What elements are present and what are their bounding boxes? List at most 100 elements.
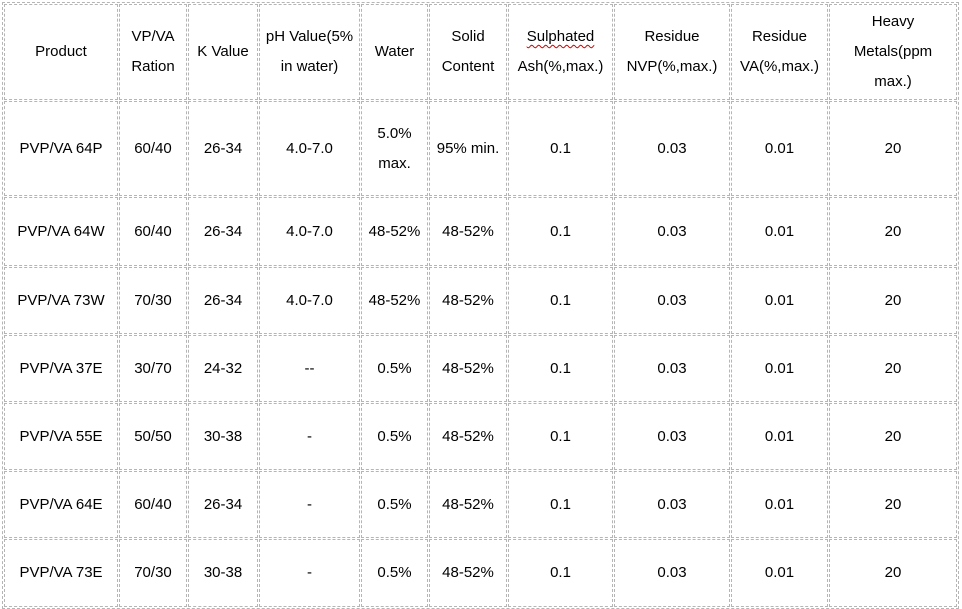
cell-vp-va-ration: 60/40 (119, 197, 187, 266)
cell-ph-value: - (259, 539, 360, 607)
cell-heavy-metals: 20 (829, 403, 957, 470)
cell-water: 0.5% (361, 335, 428, 402)
cell-ph-value: - (259, 403, 360, 470)
header-text: NVP(%,max.) (626, 58, 718, 75)
table-row: PVP/VA 73W 70/30 26-34 4.0-7.0 48-52% 48-52% 0… (4, 267, 957, 334)
cell-ph-value: 4.0-7.0 (259, 197, 360, 266)
cell-product: PVP/VA 64E (4, 471, 118, 538)
cell-vp-va-ration: 70/30 (119, 539, 187, 607)
header-text: Residue (644, 28, 700, 45)
cell-solid-content: 48-52% (429, 267, 507, 334)
cell-vp-va-ration: 60/40 (119, 101, 187, 196)
column-header-water: Water (361, 4, 428, 100)
header-text-spellcheck-wavy: Sulphated (526, 28, 595, 45)
column-header-product: Product (4, 4, 118, 100)
cell-heavy-metals: 20 (829, 197, 957, 266)
cell-k-value: 26-34 (188, 197, 258, 266)
cell-residue-nvp: 0.03 (614, 197, 730, 266)
header-text: Product (35, 43, 87, 60)
table-row: PVP/VA 55E 50/50 30-38-0.5% 48-52% 0.1 0.03 0.… (4, 403, 957, 470)
column-header-heavy-metals: Heavy Metals(ppm max.) (829, 4, 957, 100)
cell-k-value: 24-32 (188, 335, 258, 402)
header-text: in water) (280, 58, 339, 75)
header-text: Content (441, 58, 495, 75)
cell-k-value: 26-34 (188, 267, 258, 334)
cell-residue-nvp: 0.03 (614, 335, 730, 402)
table-row: PVP/VA 64W 60/40 26-34 4.0-7.0 48-52% 48-52% 0… (4, 197, 957, 266)
header-text: Residue (751, 28, 808, 45)
header-text: Ration (131, 58, 175, 75)
cell-solid-content: 48-52% (429, 197, 507, 266)
cell-solid-content: 95% min. (429, 101, 507, 196)
table-row: PVP/VA 73E 70/30 30-38-0.5% 48-52% 0.1 0.03 0.… (4, 539, 957, 607)
cell-ph-value: -- (259, 335, 360, 402)
cell-residue-nvp: 0.03 (614, 267, 730, 334)
cell-vp-va-ration: 70/30 (119, 267, 187, 334)
cell-residue-nvp: 0.03 (614, 539, 730, 607)
cell-solid-content: 48-52% (429, 471, 507, 538)
cell-water: 5.0% max. (361, 101, 428, 196)
table-row: PVP/VA 64E 60/40 26-34-0.5% 48-52% 0.1 0.03 0.… (4, 471, 957, 538)
cell-solid-content: 48-52% (429, 403, 507, 470)
cell-product: PVP/VA 37E (4, 335, 118, 402)
cell-heavy-metals: 20 (829, 539, 957, 607)
cell-vp-va-ration: 60/40 (119, 471, 187, 538)
cell-heavy-metals: 20 (829, 101, 957, 196)
header-text: Metals(ppm max.) (853, 43, 933, 90)
cell-residue-va: 0.01 (731, 101, 828, 196)
cell-residue-va: 0.01 (731, 471, 828, 538)
table-row: PVP/VA 37E 30/70 24-32 -- 0.5% 48-52% 0.1 0.03 0… (4, 335, 957, 402)
cell-k-value: 26-34 (188, 101, 258, 196)
column-header-residue-va: Residue VA(%,max.) (731, 4, 828, 100)
cell-sulphated-ash: 0.1 (508, 101, 613, 196)
table-body: PVP/VA 64P 60/40 26-34 4.0-7.0 5.0% max. 95% … (4, 101, 957, 607)
column-header-residue-nvp: Residue NVP(%,max.) (614, 4, 730, 100)
cell-water: 48-52% (361, 267, 428, 334)
cell-product: PVP/VA 73E (4, 539, 118, 607)
header-text: Ash(%,max.) (517, 58, 604, 75)
cell-ph-value: 4.0-7.0 (259, 267, 360, 334)
cell-water: 0.5% (361, 471, 428, 538)
cell-vp-va-ration: 30/70 (119, 335, 187, 402)
cell-heavy-metals: 20 (829, 267, 957, 334)
column-header-ph-value: pH Value(5% in water) (259, 4, 360, 100)
cell-sulphated-ash: 0.1 (508, 335, 613, 402)
cell-sulphated-ash: 0.1 (508, 267, 613, 334)
cell-product: PVP/VA 64P (4, 101, 118, 196)
cell-vp-va-ration: 50/50 (119, 403, 187, 470)
cell-k-value: 30-38 (188, 539, 258, 607)
cell-ph-value: 4.0-7.0 (259, 101, 360, 196)
cell-residue-nvp: 0.03 (614, 101, 730, 196)
cell-residue-va: 0.01 (731, 267, 828, 334)
cell-residue-va: 0.01 (731, 539, 828, 607)
column-header-sulphated-ash: Sulphated Ash(%,max.) (508, 4, 613, 100)
table-row: PVP/VA 64P 60/40 26-34 4.0-7.0 5.0% max. 95% … (4, 101, 957, 196)
cell-heavy-metals: 20 (829, 335, 957, 402)
header-row: Product VP/VA Ration K Value pH Value(5% in w… (4, 4, 957, 100)
cell-product: PVP/VA 73W (4, 267, 118, 334)
cell-sulphated-ash: 0.1 (508, 471, 613, 538)
cell-product: PVP/VA 64W (4, 197, 118, 266)
cell-sulphated-ash: 0.1 (508, 539, 613, 607)
column-header-k-value: K Value (188, 4, 258, 100)
cell-water: 0.5% (361, 403, 428, 470)
cell-ph-value: - (259, 471, 360, 538)
column-header-vp-va-ration: VP/VA Ration (119, 4, 187, 100)
cell-k-value: 26-34 (188, 471, 258, 538)
cell-k-value: 30-38 (188, 403, 258, 470)
header-text: pH Value(5% (265, 28, 354, 45)
cell-residue-nvp: 0.03 (614, 403, 730, 470)
cell-water: 0.5% (361, 539, 428, 607)
header-text: VA(%,max.) (740, 58, 819, 75)
column-header-solid-content: Solid Content (429, 4, 507, 100)
cell-solid-content: 48-52% (429, 539, 507, 607)
cell-residue-va: 0.01 (731, 403, 828, 470)
header-text: Solid (451, 28, 485, 45)
cell-heavy-metals: 20 (829, 471, 957, 538)
cell-sulphated-ash: 0.1 (508, 197, 613, 266)
cell-sulphated-ash: 0.1 (508, 403, 613, 470)
header-text: K Value (197, 43, 249, 60)
cell-residue-nvp: 0.03 (614, 471, 730, 538)
cell-solid-content: 48-52% (429, 335, 507, 402)
